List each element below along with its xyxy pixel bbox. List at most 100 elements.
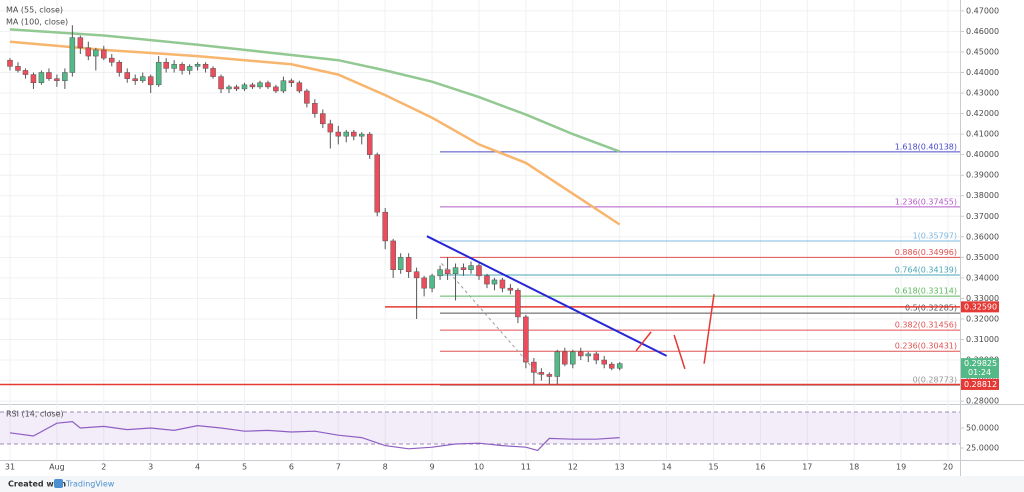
candle-body <box>413 271 420 279</box>
fib-label: 1.618(0.40138) <box>895 142 957 151</box>
candle-body <box>374 154 380 213</box>
y-tick-label: 0.37000 <box>966 212 999 221</box>
candle-body <box>343 131 350 137</box>
candle-body <box>218 76 224 90</box>
candle-body <box>499 279 506 289</box>
candle-body <box>616 363 623 369</box>
candle-body <box>601 359 607 365</box>
candle-body <box>562 351 568 365</box>
candle-body <box>304 90 310 104</box>
candle-body <box>194 64 201 67</box>
moving-average <box>9 28 621 153</box>
fib-label: 0.236(0.30431) <box>895 342 957 351</box>
fib-label: 0.764(0.34139) <box>895 266 957 275</box>
x-tick-label: 14 <box>661 463 671 472</box>
x-tick-label: 20 <box>943 463 953 472</box>
candle-body <box>179 64 185 71</box>
x-tick-label: 9 <box>430 463 435 472</box>
candle-body <box>186 66 193 71</box>
candle-body <box>265 82 271 88</box>
price-tag-label: 0.28812 <box>964 380 997 389</box>
candle-body <box>257 82 263 88</box>
candle-body <box>77 37 84 49</box>
x-tick-label: 13 <box>615 463 625 472</box>
y-tick-label: 0.36000 <box>966 232 999 241</box>
countdown: 01:24 <box>968 368 991 377</box>
candle-body <box>570 351 576 365</box>
candle-body <box>124 72 130 79</box>
last-price-tag <box>961 358 999 379</box>
candle-body <box>62 72 68 81</box>
candle-body <box>312 103 318 114</box>
footer-brand[interactable]: TradingView <box>65 480 115 489</box>
candle-body <box>93 49 99 57</box>
candle-body <box>69 37 76 73</box>
y-tick-label: 0.33000 <box>966 294 999 303</box>
fib-label: 0.886(0.34996) <box>895 248 957 257</box>
dashed-line <box>441 263 541 377</box>
fib-label: 1(0.35797) <box>913 231 957 240</box>
candle-body <box>382 211 388 242</box>
candle-body <box>202 64 209 69</box>
candle-body <box>171 64 177 69</box>
fib-label: 0.618(0.33114) <box>895 287 957 296</box>
rsi-tick-label: 25.0000 <box>966 444 999 453</box>
legend-label: MA (55, close) <box>6 6 63 15</box>
y-tick-label: 0.40000 <box>966 150 999 159</box>
y-tick-label: 0.31000 <box>966 335 999 344</box>
x-tick-label: 19 <box>896 463 906 472</box>
candle-body <box>273 86 279 92</box>
fib-label: 0.382(0.31456) <box>895 321 957 330</box>
projection <box>635 331 652 352</box>
y-tick-label: 0.43000 <box>966 89 999 98</box>
candle-body <box>163 61 169 69</box>
x-tick-label: 16 <box>755 463 765 472</box>
candle-body <box>593 353 599 361</box>
candle-body <box>531 361 537 373</box>
candle-body <box>280 80 287 92</box>
price-tag <box>961 378 999 390</box>
brand-logo <box>54 479 63 488</box>
candle-body <box>288 80 295 84</box>
candle-body <box>554 351 561 377</box>
candle-body <box>54 78 60 81</box>
fib-label: 0(0.28773) <box>913 376 957 385</box>
y-tick-label: 0.32000 <box>966 314 999 323</box>
candle-body <box>109 57 115 63</box>
footer <box>0 476 1024 492</box>
legend-label: MA (100, close) <box>6 18 68 27</box>
candle-body <box>155 61 162 86</box>
candle-body <box>30 74 37 84</box>
y-tick-label: 0.47000 <box>966 6 999 15</box>
x-tick-label: 17 <box>802 463 812 472</box>
x-tick-label: 4 <box>195 463 200 472</box>
candle-body <box>358 133 365 137</box>
x-tick-label: 15 <box>708 463 718 472</box>
projection <box>703 293 715 364</box>
candle-body <box>578 351 584 357</box>
candle-body <box>249 84 256 88</box>
candle-body <box>484 275 490 285</box>
x-tick-label: 10 <box>474 463 484 472</box>
candle-body <box>147 76 154 86</box>
candle-body <box>421 277 427 289</box>
candle-body <box>296 82 303 92</box>
rsi-line <box>9 420 620 452</box>
candle-body <box>507 287 514 291</box>
candle-body <box>116 61 123 73</box>
candle-body <box>366 133 373 155</box>
candle-body <box>101 49 107 59</box>
candle-body <box>452 267 459 275</box>
x-tick-label: 5 <box>242 463 247 472</box>
candle-body <box>22 70 29 75</box>
candle-body <box>85 47 92 57</box>
x-tick-label: 8 <box>383 463 388 472</box>
y-tick-label: 0.44000 <box>966 68 999 77</box>
candle-body <box>132 78 138 81</box>
candle-body <box>351 131 357 137</box>
candle-body <box>241 84 248 90</box>
x-tick-label: 7 <box>336 463 341 472</box>
candle-body <box>15 66 21 71</box>
y-tick-label: 0.46000 <box>966 27 999 36</box>
